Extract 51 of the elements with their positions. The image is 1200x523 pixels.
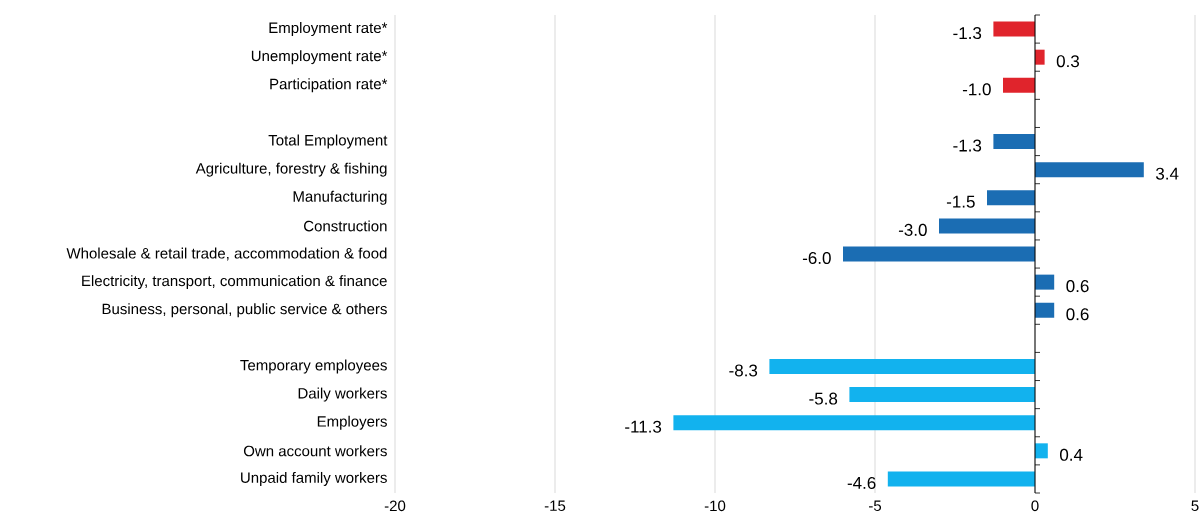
data-label: -4.6 bbox=[847, 476, 876, 489]
data-label: 3.4 bbox=[1155, 167, 1179, 180]
bar bbox=[993, 21, 1035, 37]
y-tick-label: Unemployment rate* bbox=[251, 50, 388, 65]
bar bbox=[1003, 77, 1035, 93]
y-tick-label: Daily workers bbox=[298, 387, 387, 402]
x-tick-label: 0 bbox=[1031, 500, 1039, 512]
bar bbox=[1035, 302, 1055, 318]
data-label: -6.0 bbox=[802, 251, 831, 265]
data-label: 0.4 bbox=[1060, 448, 1083, 461]
x-tick-label: -20 bbox=[384, 500, 406, 512]
bar bbox=[993, 134, 1035, 150]
data-label: 0.6 bbox=[1066, 280, 1089, 293]
data-label: 0.3 bbox=[1056, 55, 1080, 68]
y-tick-label: Employers bbox=[317, 415, 387, 430]
y-tick-label: Agriculture, forestry & fishing bbox=[195, 162, 387, 177]
bar bbox=[1035, 443, 1048, 459]
x-tick-label: -5 bbox=[868, 500, 882, 511]
data-label: -8.3 bbox=[729, 364, 758, 377]
y-tick-label: Unpaid family workers bbox=[241, 471, 387, 486]
y-tick-label: Business, personal, public service & others bbox=[102, 303, 387, 318]
bar bbox=[673, 415, 1035, 431]
bar bbox=[769, 358, 1035, 374]
bar bbox=[843, 246, 1035, 262]
data-label: -1.5 bbox=[946, 195, 975, 208]
bar bbox=[1035, 274, 1055, 290]
y-tick-label: Temporary employees bbox=[240, 359, 387, 374]
data-label: -11.3 bbox=[625, 420, 662, 433]
y-tick-label: Manufacturing bbox=[293, 190, 387, 205]
y-tick-label: Employment rate* bbox=[269, 22, 388, 37]
data-label: -1.3 bbox=[953, 139, 982, 152]
bar bbox=[1035, 162, 1144, 178]
y-tick-label: Own account workers bbox=[243, 445, 387, 457]
bar bbox=[939, 218, 1035, 234]
data-label: -1.0 bbox=[962, 83, 991, 96]
data-label: 0.6 bbox=[1066, 308, 1089, 321]
y-tick-label: Construction bbox=[304, 220, 387, 232]
y-tick-label: Total Employment bbox=[268, 134, 388, 149]
data-label: -3.0 bbox=[898, 223, 927, 236]
bar bbox=[987, 190, 1035, 206]
bar bbox=[887, 471, 1035, 487]
data-label: -5.8 bbox=[809, 392, 838, 405]
bar bbox=[849, 387, 1035, 403]
x-tick-label: -10 bbox=[704, 500, 726, 512]
y-tick-label: Wholesale & retail trade, accommodation & food bbox=[66, 247, 387, 261]
bar bbox=[1035, 49, 1045, 65]
x-tick-label: -15 bbox=[544, 500, 566, 511]
data-label: -1.3 bbox=[953, 27, 982, 40]
y-tick-label: Electricity, transport, communication & finance bbox=[82, 275, 387, 290]
x-tick-label: 5 bbox=[1191, 500, 1199, 511]
y-tick-label: Participation rate* bbox=[270, 78, 388, 93]
